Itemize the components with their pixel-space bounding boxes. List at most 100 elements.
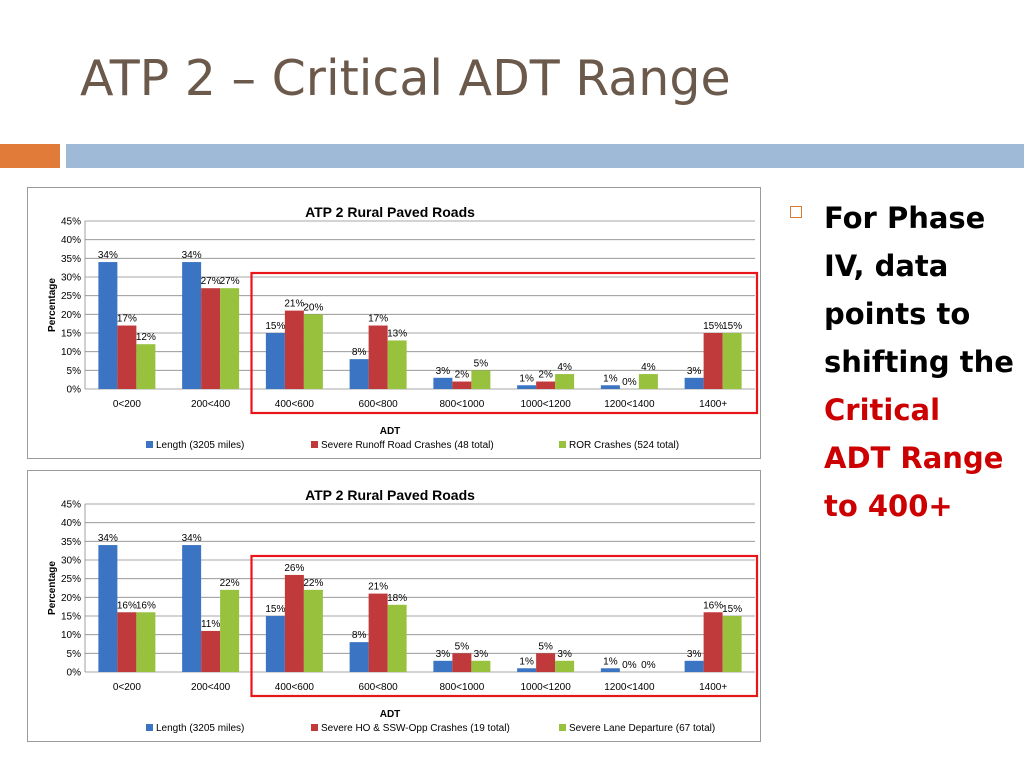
chart1-ylabel: Percentage	[47, 278, 58, 332]
chart2-bar	[517, 668, 537, 672]
chart1-bar	[555, 374, 575, 389]
chart1-ytick-label: 30%	[61, 273, 81, 284]
chart1-data-label: 20%	[303, 302, 323, 313]
chart2-legend-swatch	[559, 724, 566, 731]
chart2-bar	[536, 653, 556, 672]
chart1-data-label: 1%	[603, 373, 618, 384]
chart2-bar	[555, 660, 575, 672]
chart2-data-label: 5%	[455, 641, 470, 652]
chart-svg-2: ATP 2 Rural Paved Roads 0% 5% 10% 15% 20% 25% 3…	[47, 487, 759, 734]
chart2-bar	[182, 545, 202, 672]
chart2-data-label: 15%	[722, 604, 742, 615]
chart1-bar	[368, 325, 388, 389]
chart2-xtick-label: 1400+	[699, 682, 727, 693]
chart2-data-label: 5%	[538, 641, 553, 652]
chart2-highlight-box	[250, 554, 759, 698]
chart1-bar	[98, 262, 118, 389]
chart2-data-label: 3%	[687, 649, 702, 660]
chart2-data-label: 15%	[265, 604, 285, 615]
chart1-xtick-label: 0<200	[113, 399, 142, 410]
chart1-data-label: 34%	[98, 250, 118, 261]
chart2-bar	[722, 616, 742, 672]
chart2-data-label: 16%	[136, 600, 156, 611]
chart1-bar	[638, 374, 658, 389]
chart1-data-label: 4%	[557, 362, 572, 373]
chart1-legend-swatch	[311, 441, 318, 448]
chart1-data-label: 27%	[201, 276, 221, 287]
chart2-data-label: 26%	[284, 563, 304, 574]
chart1-data-label: 0%	[622, 377, 637, 388]
chart1-ytick-label: 45%	[61, 217, 81, 228]
chart2-bar	[703, 612, 723, 672]
chart2-legend-label: Severe Lane Departure (67 total)	[569, 723, 715, 734]
bullet-text-prefix: For Phase IV, data points to shifting th…	[824, 201, 1014, 379]
chart1-bar	[536, 381, 556, 389]
chart2-bar	[220, 589, 240, 672]
chart2-data-label: 34%	[98, 533, 118, 544]
bullet-text-highlight: Critical ADT Range to 400+	[824, 393, 1004, 523]
chart2-data-label: 0%	[641, 660, 656, 671]
chart1-ytick-label: 40%	[61, 235, 81, 246]
chart1-bar	[117, 325, 137, 389]
chart1-bar	[684, 377, 704, 389]
chart1-data-label: 1%	[519, 373, 534, 384]
chart1-data-label: 17%	[117, 314, 137, 325]
chart1-title: ATP 2 Rural Paved Roads	[305, 204, 475, 220]
bullet-text: For Phase IV, data points to shifting th…	[824, 194, 1014, 530]
chart1-xtick-label: 600<800	[359, 399, 399, 410]
chart2-ytick-label: 15%	[61, 612, 81, 623]
chart2-bar	[368, 593, 388, 672]
chart2-bar	[136, 612, 156, 672]
chart2-ytick-label: 30%	[61, 556, 81, 567]
chart1-bar	[433, 377, 453, 389]
chart1-xtick-label: 400<600	[275, 399, 315, 410]
chart1-bar	[703, 333, 723, 389]
chart1-bar	[517, 385, 537, 389]
chart1-data-label: 2%	[455, 370, 470, 381]
chart1-xtick-label: 200<400	[191, 399, 231, 410]
chart2-data-label: 1%	[519, 656, 534, 667]
chart2-bar	[684, 660, 704, 672]
chart2-ytick-label: 20%	[61, 593, 81, 604]
chart2-data-label: 22%	[303, 578, 323, 589]
chart-svg-1: ATP 2 Rural Paved Roads 0% 5% 10% 15% 20% 25% 3…	[47, 204, 759, 451]
chart1-data-label: 5%	[474, 358, 489, 369]
chart-rural-paved-roads-lane-departure: ATP 2 Rural Paved Roads 0% 5% 10% 15% 20% 25% 3…	[27, 470, 761, 742]
chart1-ytick-label: 0%	[67, 385, 82, 396]
chart1-legend-label: Severe Runoff Road Crashes (48 total)	[321, 440, 494, 451]
chart1-data-label: 17%	[368, 314, 388, 325]
chart2-bar	[201, 630, 221, 672]
chart2-bar	[303, 589, 323, 672]
chart1-bar	[471, 370, 491, 389]
chart2-xtick-label: 1200<1400	[604, 682, 655, 693]
chart2-ytick-label: 25%	[61, 574, 81, 585]
chart1-ytick-label: 10%	[61, 347, 81, 358]
chart1-bar	[284, 310, 304, 389]
chart1-ytick-label: 35%	[61, 254, 81, 265]
chart2-data-label: 3%	[557, 649, 572, 660]
chart1-highlight-box	[250, 271, 759, 415]
chart2-ytick-label: 10%	[61, 630, 81, 641]
chart2-xtick-label: 800<1000	[439, 682, 484, 693]
chart1-xtick-label: 1200<1400	[604, 399, 655, 410]
chart2-ytick-label: 40%	[61, 518, 81, 529]
chart1-bar	[265, 333, 285, 389]
accent-bar-orange	[0, 144, 60, 168]
chart2-data-label: 8%	[352, 630, 367, 641]
chart2-data-label: 11%	[201, 619, 220, 630]
chart2-title: ATP 2 Rural Paved Roads	[305, 487, 475, 503]
chart1-data-label: 3%	[436, 366, 451, 377]
chart1-bar	[452, 381, 472, 389]
chart1-data-label: 12%	[136, 332, 156, 343]
chart2-ylabel: Percentage	[47, 561, 58, 615]
chart2-bar	[98, 545, 118, 672]
chart1-ytick-label: 15%	[61, 329, 81, 340]
chart1-data-label: 8%	[352, 347, 367, 358]
chart2-xtick-label: 200<400	[191, 682, 231, 693]
slide-title: ATP 2 – Critical ADT Range	[80, 50, 731, 107]
chart2-data-label: 34%	[182, 533, 202, 544]
chart2-bar	[387, 604, 407, 672]
chart2-data-label: 22%	[220, 578, 240, 589]
accent-bar-blue	[66, 144, 1024, 168]
chart1-data-label: 15%	[703, 321, 723, 332]
